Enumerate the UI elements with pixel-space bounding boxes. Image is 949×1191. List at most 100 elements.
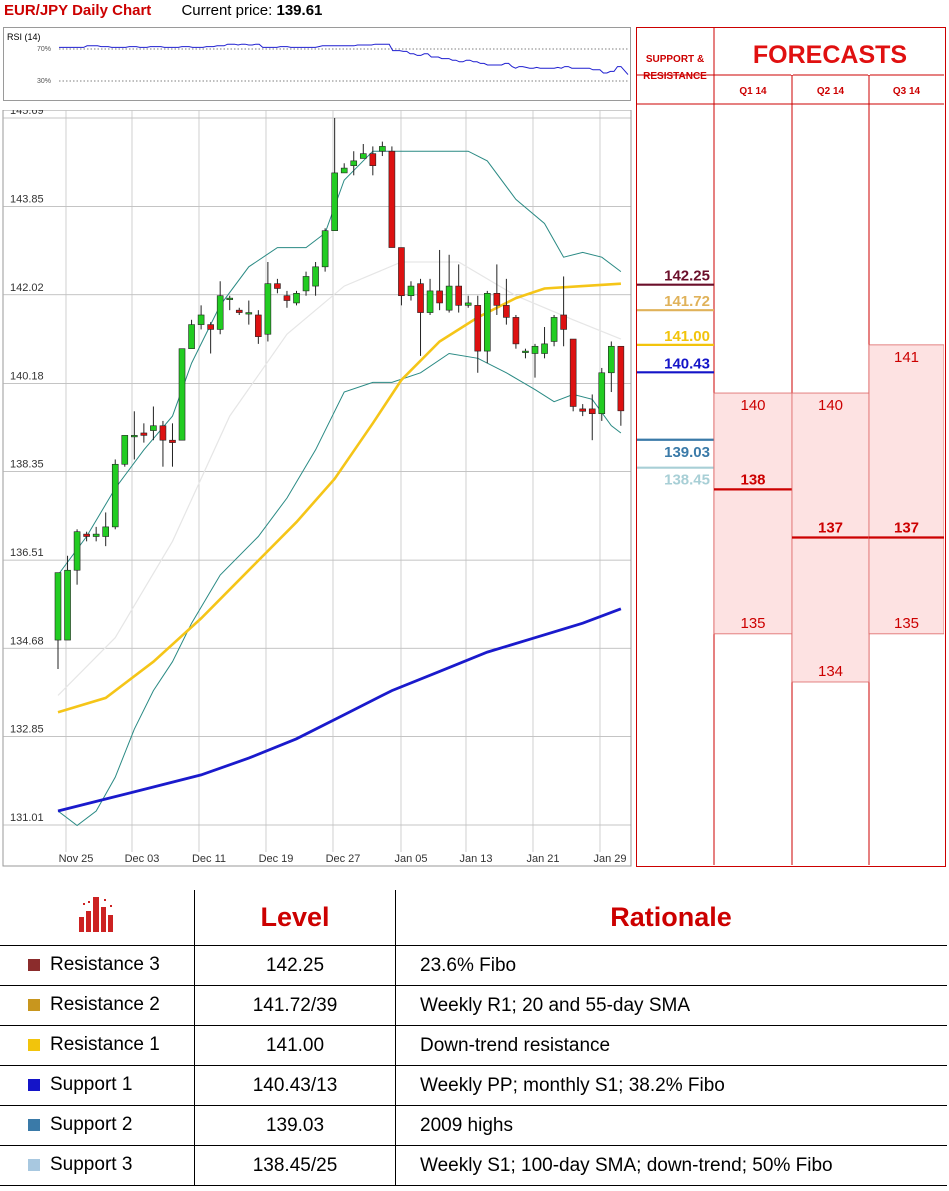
bar-chart-icon [79, 897, 113, 932]
level-swatch [28, 999, 40, 1012]
forecast-high-label: 140 [740, 397, 765, 414]
level-name: Resistance 1 [50, 1034, 160, 1056]
level-swatch [28, 1079, 40, 1092]
candle-body [369, 153, 377, 166]
table-row: Support 3 138.45/25 Weekly S1; 100-day SMA… [0, 1145, 947, 1186]
candle-body [207, 324, 214, 330]
candle-body [235, 309, 243, 313]
candle-body [302, 276, 310, 292]
forecast-mid-label: 137 [894, 520, 919, 537]
level-value: 140.43/13 [194, 1065, 396, 1106]
sr-level-value: 139.03 [664, 444, 710, 461]
candle-body [474, 305, 482, 352]
rsi-label: RSI (14) [7, 32, 41, 42]
chart-grid [2, 110, 632, 867]
forecast-high-label: 140 [818, 397, 843, 414]
rsi-line [59, 43, 629, 75]
candle-body [140, 432, 148, 436]
candle-body [321, 230, 329, 268]
current-price-value: 139.61 [276, 2, 323, 19]
candle-body [197, 314, 205, 325]
x-tick-label: Nov 25 [59, 853, 94, 865]
candle-body [483, 293, 491, 352]
candle-body [455, 285, 462, 306]
level-swatch [28, 1119, 40, 1132]
level-value: 138.45/25 [194, 1145, 396, 1186]
level-rationale: Down-trend resistance [395, 1025, 947, 1066]
table-row: Resistance 1 141.00 Down-trend resistance [0, 1025, 947, 1066]
candlesticks [54, 118, 625, 669]
y-tick-label: 145.69 [10, 110, 44, 117]
rsi-panel: RSI (14) 70% 30% [3, 27, 631, 101]
candle-body [131, 435, 138, 438]
forecast-high-label: 141 [894, 349, 919, 366]
forecast-low-label: 134 [818, 663, 843, 680]
quarter-label: Q2 14 [817, 86, 845, 97]
price-chart: 145.69 143.85 142.02 140.18 138.35 136.51 134.… [2, 110, 632, 867]
y-tick-label: 131.01 [10, 812, 44, 824]
table-header-row: Level Rationale [0, 890, 947, 946]
x-tick-label: Jan 05 [394, 853, 427, 865]
level-swatch [28, 1039, 40, 1052]
quarter-label: Q1 14 [739, 86, 767, 97]
sr-level-value: 142.25 [664, 268, 710, 285]
candle-body [255, 314, 262, 337]
level-value: 142.25 [194, 945, 396, 986]
level-rationale: 23.6% Fibo [395, 945, 947, 986]
candle-body [340, 167, 348, 174]
chart-title: EUR/JPY Daily Chart [4, 2, 152, 19]
candle-body [512, 317, 520, 345]
forecast-low-label: 135 [894, 615, 919, 632]
candle-body [64, 569, 71, 641]
forecast-panel: SUPPORT & RESISTANCE FORECASTS 142.25 141… [636, 27, 946, 867]
candle-body [407, 285, 415, 297]
bollinger-middle-line [57, 261, 622, 696]
table-row: Resistance 3 142.25 23.6% Fibo [0, 945, 947, 986]
candle-body [588, 408, 596, 415]
plot-frame [2, 110, 632, 867]
moving-average-slow-line [57, 607, 622, 813]
x-tick-label: Jan 21 [526, 853, 559, 865]
sr-levels: 142.25 141.72 141.00 140.43 139.03 138.45 [637, 268, 714, 489]
rsi-chart: RSI (14) 70% 30% [7, 32, 629, 85]
candle-body [388, 150, 396, 248]
level-table: Level Rationale Resistance 3 142.25 23.6% … [0, 890, 947, 1186]
level-rationale: Weekly PP; monthly S1; 38.2% Fibo [395, 1065, 947, 1106]
indicator-overlays [57, 150, 622, 827]
candle-body [426, 290, 434, 313]
candle-body [226, 297, 234, 300]
candle-body [83, 533, 90, 537]
forecast-range [868, 344, 944, 635]
candle-body [579, 408, 587, 412]
candle-body [293, 293, 300, 304]
table-row: Support 2 139.03 2009 highs [0, 1105, 947, 1146]
candle-body [178, 348, 186, 441]
candle-body [560, 314, 567, 330]
level-rationale: Weekly S1; 100-day SMA; down-trend; 50% … [395, 1145, 947, 1186]
candle-body [216, 295, 224, 330]
table-header-icon-cell [0, 890, 195, 946]
bollinger-upper-line [57, 150, 622, 576]
candle-body [331, 172, 338, 231]
level-rationale: 2009 highs [395, 1105, 947, 1146]
level-value: 139.03 [194, 1105, 396, 1146]
candle-body [54, 572, 62, 641]
rsi-level-70: 70% [37, 46, 51, 53]
table-header-rationale: Rationale [395, 890, 947, 946]
current-price-label: Current price: [181, 2, 273, 19]
forecast-mid-label: 137 [818, 520, 843, 537]
y-tick-label: 132.85 [10, 723, 44, 735]
x-tick-label: Dec 11 [192, 853, 226, 865]
table-row: Support 1 140.43/13 Weekly PP; monthly S1;… [0, 1065, 947, 1106]
sr-level-value: 138.45 [664, 472, 710, 489]
candle-body [464, 302, 472, 306]
y-axis-ticks: 145.69 143.85 142.02 140.18 138.35 136.51 134.… [10, 110, 44, 824]
chart-header: EUR/JPY Daily Chart Current price: 139.6… [4, 2, 322, 24]
candle-body [350, 160, 358, 166]
candle-body [436, 290, 443, 304]
candle-body [531, 345, 539, 354]
candle-body [569, 338, 577, 407]
quarter-label: Q3 14 [893, 86, 921, 97]
rsi-level-30: 30% [37, 78, 51, 85]
candle-body [159, 425, 167, 441]
